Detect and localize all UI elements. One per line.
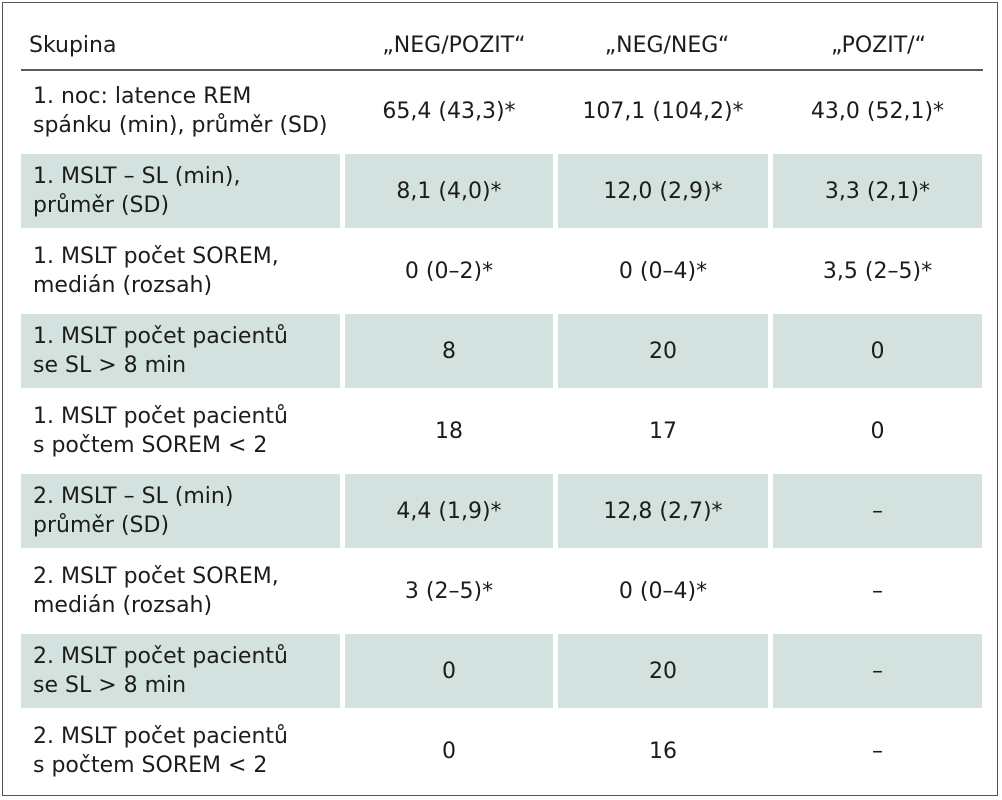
table-row: 1. MSLT – SL (min), průměr (SD) 8,1 (4,0)…: [21, 154, 983, 228]
row-label: 1. MSLT počet pacientů se SL > 8 min: [21, 314, 340, 388]
value-neg-pozit-cell: 65,4 (43,3)*: [382, 98, 516, 124]
table-row: 2. MSLT počet pacientů s počtem SOREM < …: [21, 714, 983, 788]
value-neg-neg-cell: 107,1 (104,2)*: [582, 98, 744, 124]
value-neg-neg-cell: 0 (0–4)*: [618, 578, 708, 604]
value-pozit-cell: 0: [870, 418, 885, 444]
value-neg-neg-cell: 20: [558, 314, 768, 388]
value-pozit-cell: 3,5 (2–5)*: [822, 258, 933, 284]
row-label: 1. MSLT počet pacientů s počtem SOREM < …: [33, 404, 288, 458]
value-neg-pozit-cell: 18: [435, 418, 463, 444]
table-row: 1. MSLT počet pacientů s počtem SOREM < …: [21, 394, 983, 468]
value-neg-neg-cell: 12,0 (2,9)*: [558, 154, 768, 228]
value-pozit-cell: –: [773, 474, 982, 548]
header-cell-skupina: Skupina: [29, 32, 117, 58]
row-label: 2. MSLT počet SOREM, medián (rozsah): [33, 564, 279, 618]
table-row: 2. MSLT počet SOREM, medián (rozsah) 3 (2…: [21, 554, 983, 628]
table-header: Skupina „NEG/POZIT“ „NEG/NEG“ „POZIT/“: [21, 21, 983, 69]
value-pozit-cell: 0: [773, 314, 982, 388]
value-neg-neg-cell: 16: [649, 738, 677, 764]
value-pozit-cell: –: [773, 634, 982, 708]
header-cell-neg-neg: „NEG/NEG“: [604, 32, 730, 58]
table-row: 1. MSLT počet pacientů se SL > 8 min 8 20 0: [21, 314, 983, 388]
value-neg-pozit-cell: 8: [345, 314, 553, 388]
row-label: 2. MSLT počet pacientů se SL > 8 min: [21, 634, 340, 708]
value-neg-pozit-cell: 0 (0–2)*: [404, 258, 494, 284]
value-pozit-cell: 43,0 (52,1)*: [810, 98, 945, 124]
value-neg-neg-cell: 0 (0–4)*: [618, 258, 708, 284]
row-label: 1. MSLT – SL (min), průměr (SD): [21, 154, 340, 228]
value-neg-pozit-cell: 8,1 (4,0)*: [345, 154, 553, 228]
value-neg-neg-cell: 17: [649, 418, 677, 444]
value-neg-pozit-cell: 4,4 (1,9)*: [345, 474, 553, 548]
value-neg-neg-cell: 20: [558, 634, 768, 708]
table-row: 2. MSLT – SL (min) průměr (SD) 4,4 (1,9)*…: [21, 474, 983, 548]
table-row: 1. MSLT počet SOREM, medián (rozsah) 0 (0…: [21, 234, 983, 308]
value-pozit-cell: –: [872, 578, 883, 604]
header-cell-neg-pozit: „NEG/POZIT“: [382, 32, 526, 58]
row-label: 2. MSLT počet pacientů s počtem SOREM < …: [33, 724, 288, 778]
value-pozit-cell: 3,3 (2,1)*: [773, 154, 982, 228]
value-neg-neg-cell: 12,8 (2,7)*: [558, 474, 768, 548]
row-label: 1. noc: latence REM spánku (min), průměr…: [33, 84, 328, 138]
value-neg-pozit-cell: 3 (2–5)*: [404, 578, 494, 604]
header-cell-pozit: „POZIT/“: [830, 32, 926, 58]
row-label: 1. MSLT počet SOREM, medián (rozsah): [33, 244, 279, 298]
table-row: 2. MSLT počet pacientů se SL > 8 min 0 20–: [21, 634, 983, 708]
value-pozit-cell: –: [872, 738, 883, 764]
row-label: 2. MSLT – SL (min) průměr (SD): [21, 474, 340, 548]
table-body: 1. noc: latence REM spánku (min), průměr…: [21, 74, 983, 794]
header-divider: [21, 69, 983, 71]
value-neg-pozit-cell: 0: [345, 634, 553, 708]
value-neg-pozit-cell: 0: [442, 738, 456, 764]
table-row: 1. noc: latence REM spánku (min), průměr…: [21, 74, 983, 148]
